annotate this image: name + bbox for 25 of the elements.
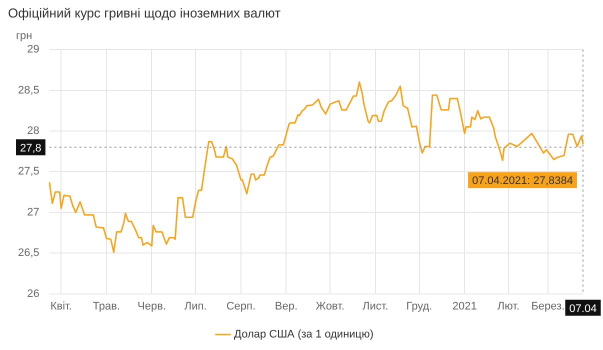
x-tick-label: 07.04 xyxy=(569,302,597,315)
x-tick-label: 2021 xyxy=(452,300,477,312)
y-tick-label: 27 xyxy=(27,206,40,218)
y-tick-label: 29 xyxy=(27,44,40,56)
y-axis-title: грн xyxy=(16,30,32,42)
x-tick-label: Лют. xyxy=(497,300,520,312)
x-tick-label: Лип. xyxy=(184,300,207,312)
x-tick-label: Груд. xyxy=(406,300,432,312)
y-tick-label: 27,5 xyxy=(18,166,40,178)
y-tick-label: 28 xyxy=(27,125,40,138)
legend-label: Долар США (за 1 одиницю) xyxy=(234,328,374,341)
x-tick-label: Вер. xyxy=(274,300,298,312)
annotation: 07.04.2021: 27,8384 xyxy=(472,175,574,188)
chart-title: Офіційний курс гривні щодо іноземних валют xyxy=(8,5,281,20)
x-tick-label: Трав. xyxy=(92,300,120,312)
x-tick-label: Черв. xyxy=(138,300,166,312)
x-tick-label: Квіт. xyxy=(50,300,72,312)
x-tick-label: Берез. xyxy=(531,300,565,312)
x-tick-label: Лист. xyxy=(362,300,388,312)
x-tick-label: Серп. xyxy=(226,300,256,312)
x-tick-label: Жовт. xyxy=(316,300,344,312)
y-tick-label: 26 xyxy=(27,288,40,300)
y-tick-label: 28,5 xyxy=(18,84,40,96)
y-tick-label: 26,5 xyxy=(18,247,40,260)
ref-line-label: 27,8 xyxy=(20,142,42,154)
